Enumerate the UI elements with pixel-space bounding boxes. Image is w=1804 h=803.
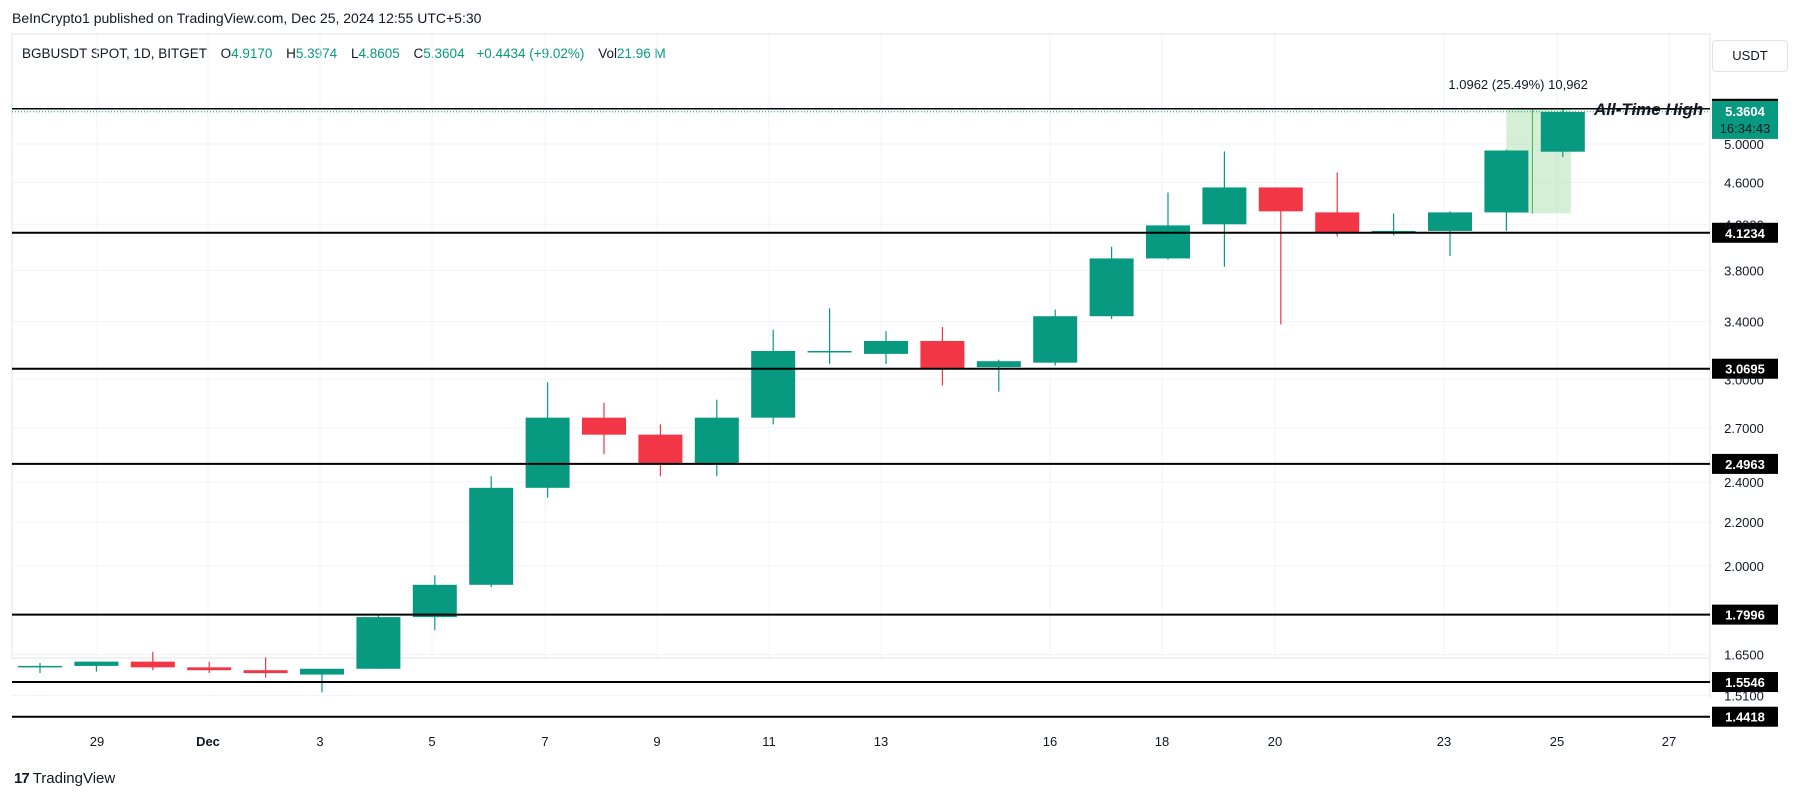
y-tick-label: 3.0000	[1724, 372, 1764, 387]
countdown-label: 16:34:43	[1720, 121, 1771, 136]
price-tag	[1712, 672, 1778, 693]
price-tag-label: 1.4418	[1725, 710, 1765, 725]
candle-body	[807, 350, 852, 353]
last-price-tag	[1712, 100, 1778, 139]
candle-body	[1315, 212, 1360, 233]
high-value: 5.3974	[295, 46, 338, 61]
price-tag	[1712, 706, 1778, 727]
y-tick-label: 2.2000	[1724, 515, 1764, 530]
y-tick-label: 4.2000	[1724, 217, 1764, 232]
candle-body	[356, 617, 401, 669]
price-tag-label: 1.7996	[1725, 608, 1765, 623]
x-tick-label: 11	[762, 734, 776, 749]
symbol-name[interactable]: BGBUSDT SPOT, 1D, BITGET	[22, 46, 207, 61]
price-tag	[1712, 358, 1778, 379]
candle-body	[1484, 150, 1529, 213]
candle-body	[18, 665, 62, 668]
y-tick-label: 2.0000	[1724, 559, 1764, 574]
candle-body	[638, 434, 683, 464]
published-info: BeInCrypto1 published on TradingView.com…	[12, 10, 482, 26]
y-tick-label: 3.8000	[1724, 263, 1764, 278]
y-tick-label: 2.7000	[1724, 421, 1764, 436]
close-label: C	[413, 46, 424, 61]
x-tick-label: 27	[1662, 734, 1676, 749]
candle-body	[1089, 258, 1134, 317]
candlestick-chart[interactable]: 1.0962 (25.49%) 10,962 5.3974 4.1234 3.0695…	[0, 0, 1804, 760]
last-price-label: 5.3604	[1725, 104, 1766, 119]
candle-body	[976, 361, 1021, 368]
low-value: 4.8605	[358, 46, 400, 61]
tradingview-logo-icon: 17	[14, 770, 30, 787]
x-tick-label: 16	[1043, 734, 1057, 749]
candle-body	[1540, 111, 1585, 152]
candle-body	[1146, 225, 1190, 259]
tradingview-brand: TradingView	[32, 770, 116, 787]
candle-body	[300, 668, 344, 675]
y-tick-label: 1.6500	[1724, 648, 1764, 663]
candle-body	[187, 667, 232, 671]
high-label: H	[286, 46, 296, 61]
x-tick-label: Dec	[196, 734, 220, 749]
candle-body	[751, 350, 796, 418]
candle-body	[582, 417, 626, 435]
candle-body	[412, 584, 457, 618]
measure-label: 1.0962 (25.49%) 10,962	[1448, 77, 1588, 92]
volume-label: Vol	[598, 46, 617, 61]
candle-body	[525, 417, 570, 488]
candle-body	[1033, 316, 1078, 363]
low-label: L	[350, 46, 359, 61]
x-tick-label: 13	[874, 734, 888, 749]
price-tag-label: 3.0695	[1725, 362, 1765, 377]
price-tag	[1712, 453, 1778, 474]
candle-body	[920, 340, 965, 369]
open-label: O	[220, 46, 232, 61]
candle-body	[1428, 212, 1472, 231]
x-tick-label: 29	[90, 734, 104, 749]
x-tick-label: 9	[653, 734, 660, 749]
x-tick-label: 7	[541, 734, 548, 749]
x-tick-label: 20	[1268, 734, 1282, 749]
price-tag	[1712, 604, 1778, 625]
y-tick-label: 5.0000	[1724, 137, 1764, 152]
ath-annotation: All-Time High	[1593, 100, 1703, 119]
plot-frame	[11, 33, 1711, 659]
x-tick-label: 3	[316, 734, 323, 749]
y-tick-label: 2.4000	[1724, 475, 1764, 490]
tradingview-footer[interactable]: 17 TradingView	[14, 770, 115, 787]
candle-body	[1371, 230, 1416, 233]
close-value: 5.3604	[423, 46, 465, 61]
x-tick-label: 5	[428, 734, 435, 749]
candle-body	[469, 487, 514, 585]
price-tag-label: 1.5546	[1725, 675, 1765, 690]
price-tag-label: 2.4963	[1725, 457, 1765, 472]
volume-value: 21.96 M	[616, 46, 666, 61]
candle-body	[1202, 187, 1247, 225]
price-tag-label: 4.1234	[1725, 226, 1766, 241]
x-tick-label: 18	[1155, 734, 1169, 749]
y-tick-label: 4.6000	[1724, 175, 1764, 190]
candle-body	[130, 661, 175, 668]
candle-body	[1258, 187, 1303, 212]
symbol-legend: BGBUSDT SPOT, 1D, BITGET O4.9170 H5.3974…	[22, 46, 666, 61]
candle-body	[243, 670, 288, 674]
open-value: 4.9170	[231, 46, 273, 61]
candle-body	[74, 661, 119, 666]
x-tick-label: 23	[1437, 734, 1451, 749]
candle-body	[694, 417, 739, 464]
candle-body	[864, 340, 908, 354]
change-value: +0.4434 (+9.02%)	[476, 46, 585, 61]
y-tick-label: 1.5100	[1724, 688, 1764, 703]
x-tick-label: 25	[1550, 734, 1564, 749]
price-tag	[1712, 222, 1778, 243]
y-tick-label: 3.4000	[1724, 315, 1764, 330]
currency-button[interactable]: USDT	[1712, 40, 1788, 72]
